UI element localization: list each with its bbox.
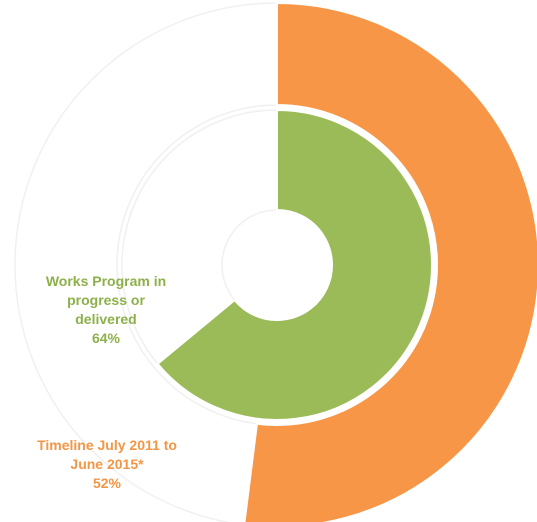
- label-name: Works Program in progress or delivered: [45, 273, 167, 327]
- label-value: 64%: [91, 330, 121, 346]
- data-label: Timeline July 2011 to June 2015* 52%: [34, 436, 180, 493]
- donut-segment: [156, 108, 433, 421]
- label-name: Timeline July 2011 to June 2015*: [37, 437, 177, 472]
- label-value: 52%: [92, 475, 122, 491]
- donut-segment: [243, 1, 537, 522]
- data-label: Works Program in progress or delivered 6…: [42, 272, 170, 348]
